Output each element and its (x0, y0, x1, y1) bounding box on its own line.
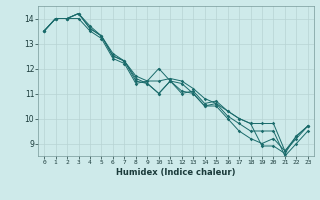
X-axis label: Humidex (Indice chaleur): Humidex (Indice chaleur) (116, 168, 236, 177)
